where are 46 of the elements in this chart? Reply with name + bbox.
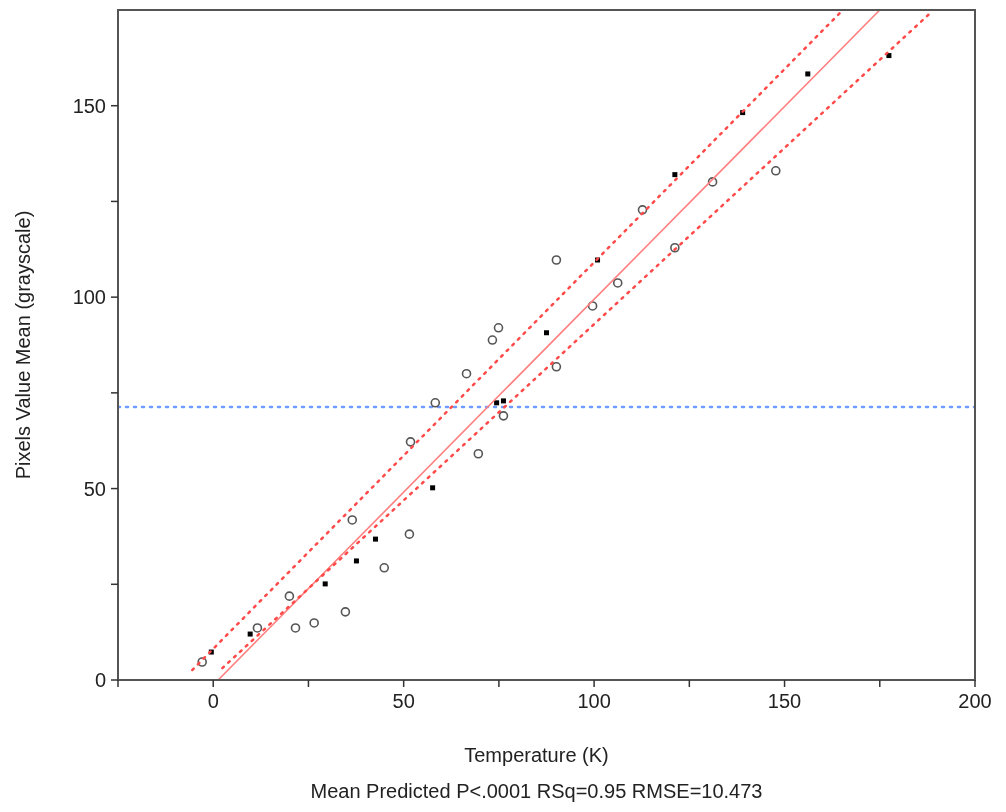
- point: [347, 515, 358, 525]
- point: [247, 631, 253, 637]
- point: [493, 322, 504, 333]
- y-tick-label: 150: [72, 94, 106, 117]
- point: [197, 657, 207, 667]
- point: [771, 166, 781, 176]
- point: [500, 398, 506, 404]
- y-tick-label: 100: [72, 286, 106, 309]
- point: [322, 581, 328, 587]
- x-tick-label: 200: [958, 690, 992, 712]
- point: [461, 368, 472, 379]
- point: [487, 335, 498, 345]
- point: [404, 529, 415, 539]
- point: [551, 362, 562, 372]
- point: [805, 71, 811, 77]
- point: [430, 485, 436, 491]
- point: [544, 330, 549, 336]
- point: [340, 607, 351, 617]
- point: [707, 177, 718, 187]
- point: [353, 558, 359, 564]
- point: [587, 301, 598, 311]
- point: [430, 398, 441, 408]
- point: [498, 411, 509, 421]
- point: [672, 172, 678, 178]
- point: [372, 536, 378, 542]
- y-tick-label: 0: [94, 669, 106, 691]
- y-tick-label: 50: [83, 477, 106, 500]
- point: [284, 591, 295, 601]
- text: Mean Predicted P<.0001 RSq=0.95 RMSE=10.473: [310, 780, 763, 802]
- y-axis-title: Pixels Value Mean (grayscale): [12, 210, 34, 480]
- point: [473, 448, 484, 459]
- x-axis-title: Temperature (K): [464, 744, 609, 766]
- x-tick-label: 100: [577, 690, 611, 712]
- point: [612, 278, 623, 288]
- point: [670, 242, 680, 253]
- point: [379, 563, 390, 573]
- point: [637, 205, 648, 215]
- point: [494, 400, 500, 406]
- x-tick-label: 50: [392, 690, 415, 712]
- x-tick-label: 150: [767, 690, 802, 712]
- point: [290, 623, 301, 633]
- x-tick-label: 0: [207, 690, 219, 712]
- point: [309, 618, 319, 628]
- point: [252, 623, 263, 633]
- point: [551, 255, 562, 265]
- point: [405, 437, 416, 447]
